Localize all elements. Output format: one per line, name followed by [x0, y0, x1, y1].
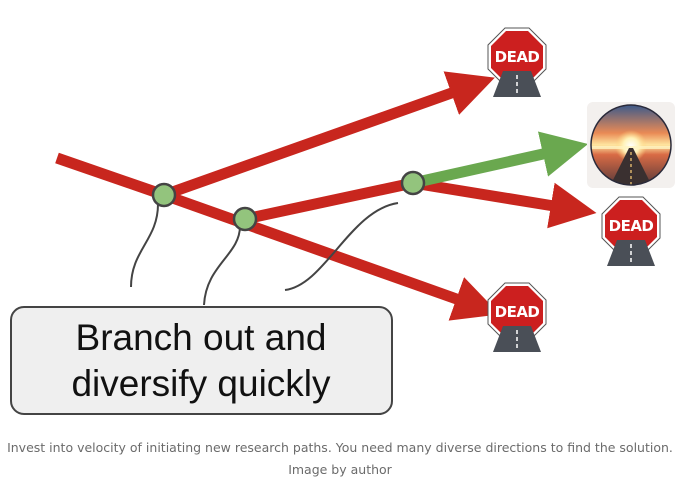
branch-node [151, 182, 177, 208]
sunrise-road-icon [587, 102, 675, 188]
callout-line-2: diversify quickly [71, 363, 331, 404]
figure-caption: Invest into velocity of initiating new r… [7, 440, 673, 455]
dead-end-sign-label: DEAD [495, 48, 540, 66]
dead-end-sign-label: DEAD [495, 303, 540, 321]
branch-middle-dead-end [412, 177, 597, 229]
branch-top-dead-end [162, 71, 495, 201]
branch-node [232, 206, 258, 232]
connector-line [284, 202, 399, 291]
trunk-path [55, 152, 166, 201]
branch-middle-path [243, 177, 415, 225]
image-credit: Image by author [288, 462, 392, 477]
dead-end-sign-icon: DEAD [487, 282, 547, 352]
branch-node [400, 170, 426, 196]
callout-line-1: Branch out and [76, 317, 327, 358]
branch-bottom-dead-end [162, 189, 500, 321]
callout-box [10, 306, 393, 415]
dead-end-sign-icon: DEAD [601, 196, 661, 266]
connector-line [130, 203, 159, 288]
branching-paths-diagram: Branch out and diversify quickly DEAD DE… [10, 27, 675, 415]
dead-end-sign-icon: DEAD [487, 27, 547, 97]
branch-success-path [411, 131, 589, 189]
dead-end-sign-label: DEAD [609, 217, 654, 235]
connector-line [203, 225, 241, 306]
